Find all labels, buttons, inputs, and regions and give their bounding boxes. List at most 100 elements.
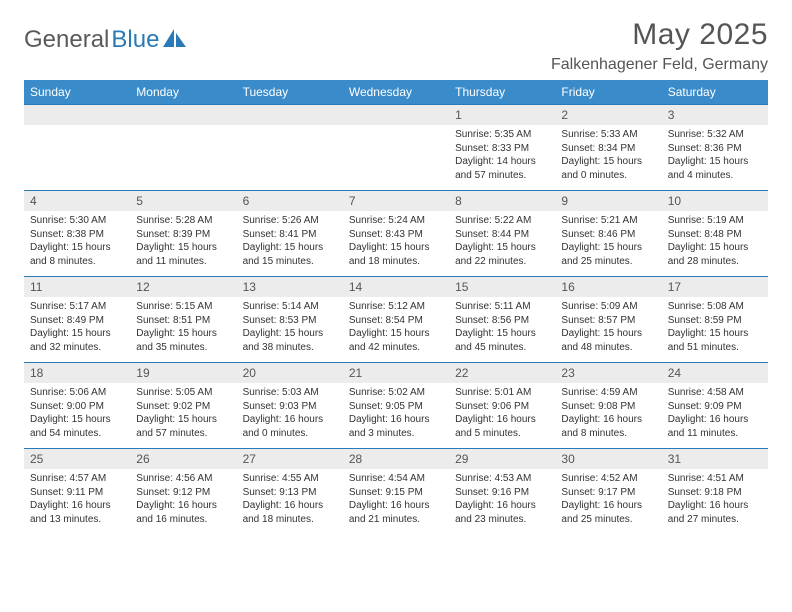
cell-body: Sunrise: 5:01 AMSunset: 9:06 PMDaylight:… (449, 383, 555, 448)
location-label: Falkenhagener Feld, Germany (551, 56, 768, 74)
calendar-cell: 20Sunrise: 5:03 AMSunset: 9:03 PMDayligh… (237, 363, 343, 449)
day-number: 28 (343, 449, 449, 469)
calendar-cell (237, 105, 343, 191)
cell-body (24, 125, 130, 187)
sunset-text: Sunset: 8:43 PM (349, 228, 443, 242)
title-block: May 2025 Falkenhagener Feld, Germany (551, 18, 768, 74)
daylight-text: Daylight: 16 hours and 27 minutes. (668, 499, 762, 526)
day-number: 25 (24, 449, 130, 469)
sunrise-text: Sunrise: 5:01 AM (455, 386, 549, 400)
sunrise-text: Sunrise: 5:35 AM (455, 128, 549, 142)
daylight-text: Daylight: 16 hours and 23 minutes. (455, 499, 549, 526)
month-title: May 2025 (551, 18, 768, 52)
weekday-header: Wednesday (343, 80, 449, 105)
day-number: 20 (237, 363, 343, 383)
calendar-week-row: 11Sunrise: 5:17 AMSunset: 8:49 PMDayligh… (24, 277, 768, 363)
cell-body: Sunrise: 4:51 AMSunset: 9:18 PMDaylight:… (662, 469, 768, 534)
sunrise-text: Sunrise: 5:05 AM (136, 386, 230, 400)
calendar-cell (343, 105, 449, 191)
daylight-text: Daylight: 15 hours and 57 minutes. (136, 413, 230, 440)
daylight-text: Daylight: 15 hours and 11 minutes. (136, 241, 230, 268)
daylight-text: Daylight: 16 hours and 8 minutes. (561, 413, 655, 440)
calendar-cell: 1Sunrise: 5:35 AMSunset: 8:33 PMDaylight… (449, 105, 555, 191)
sunset-text: Sunset: 9:16 PM (455, 486, 549, 500)
cell-body: Sunrise: 4:57 AMSunset: 9:11 PMDaylight:… (24, 469, 130, 534)
sunset-text: Sunset: 9:13 PM (243, 486, 337, 500)
sunrise-text: Sunrise: 5:15 AM (136, 300, 230, 314)
sunset-text: Sunset: 8:48 PM (668, 228, 762, 242)
day-number: 9 (555, 191, 661, 211)
daylight-text: Daylight: 16 hours and 25 minutes. (561, 499, 655, 526)
calendar-cell: 28Sunrise: 4:54 AMSunset: 9:15 PMDayligh… (343, 449, 449, 535)
sunset-text: Sunset: 8:54 PM (349, 314, 443, 328)
sunset-text: Sunset: 9:05 PM (349, 400, 443, 414)
logo-sail-icon (163, 29, 187, 54)
day-number (130, 105, 236, 125)
cell-body: Sunrise: 5:30 AMSunset: 8:38 PMDaylight:… (24, 211, 130, 276)
cell-body: Sunrise: 4:52 AMSunset: 9:17 PMDaylight:… (555, 469, 661, 534)
sunset-text: Sunset: 9:17 PM (561, 486, 655, 500)
sunset-text: Sunset: 9:11 PM (30, 486, 124, 500)
logo-text-1: General (24, 26, 109, 54)
day-number: 31 (662, 449, 768, 469)
calendar-cell: 19Sunrise: 5:05 AMSunset: 9:02 PMDayligh… (130, 363, 236, 449)
calendar-cell: 5Sunrise: 5:28 AMSunset: 8:39 PMDaylight… (130, 191, 236, 277)
calendar-cell: 14Sunrise: 5:12 AMSunset: 8:54 PMDayligh… (343, 277, 449, 363)
calendar-cell: 17Sunrise: 5:08 AMSunset: 8:59 PMDayligh… (662, 277, 768, 363)
daylight-text: Daylight: 15 hours and 15 minutes. (243, 241, 337, 268)
sunset-text: Sunset: 8:44 PM (455, 228, 549, 242)
cell-body (237, 125, 343, 187)
daylight-text: Daylight: 16 hours and 13 minutes. (30, 499, 124, 526)
sunset-text: Sunset: 9:06 PM (455, 400, 549, 414)
cell-body: Sunrise: 4:54 AMSunset: 9:15 PMDaylight:… (343, 469, 449, 534)
sunset-text: Sunset: 9:18 PM (668, 486, 762, 500)
sunrise-text: Sunrise: 4:51 AM (668, 472, 762, 486)
sunrise-text: Sunrise: 4:58 AM (668, 386, 762, 400)
cell-body: Sunrise: 5:11 AMSunset: 8:56 PMDaylight:… (449, 297, 555, 362)
sunset-text: Sunset: 8:49 PM (30, 314, 124, 328)
cell-body (130, 125, 236, 187)
daylight-text: Daylight: 15 hours and 45 minutes. (455, 327, 549, 354)
day-number (343, 105, 449, 125)
calendar-cell: 7Sunrise: 5:24 AMSunset: 8:43 PMDaylight… (343, 191, 449, 277)
calendar-cell: 24Sunrise: 4:58 AMSunset: 9:09 PMDayligh… (662, 363, 768, 449)
cell-body: Sunrise: 5:12 AMSunset: 8:54 PMDaylight:… (343, 297, 449, 362)
daylight-text: Daylight: 15 hours and 51 minutes. (668, 327, 762, 354)
calendar-cell: 9Sunrise: 5:21 AMSunset: 8:46 PMDaylight… (555, 191, 661, 277)
sunset-text: Sunset: 8:53 PM (243, 314, 337, 328)
day-number: 7 (343, 191, 449, 211)
sunset-text: Sunset: 9:09 PM (668, 400, 762, 414)
sunrise-text: Sunrise: 4:54 AM (349, 472, 443, 486)
calendar-week-row: 25Sunrise: 4:57 AMSunset: 9:11 PMDayligh… (24, 449, 768, 535)
day-number: 3 (662, 105, 768, 125)
cell-body: Sunrise: 5:06 AMSunset: 9:00 PMDaylight:… (24, 383, 130, 448)
daylight-text: Daylight: 16 hours and 21 minutes. (349, 499, 443, 526)
sunset-text: Sunset: 9:08 PM (561, 400, 655, 414)
sunrise-text: Sunrise: 4:55 AM (243, 472, 337, 486)
daylight-text: Daylight: 15 hours and 8 minutes. (30, 241, 124, 268)
daylight-text: Daylight: 15 hours and 4 minutes. (668, 155, 762, 182)
cell-body: Sunrise: 5:26 AMSunset: 8:41 PMDaylight:… (237, 211, 343, 276)
calendar-header-row: SundayMondayTuesdayWednesdayThursdayFrid… (24, 80, 768, 105)
calendar-cell: 26Sunrise: 4:56 AMSunset: 9:12 PMDayligh… (130, 449, 236, 535)
daylight-text: Daylight: 16 hours and 18 minutes. (243, 499, 337, 526)
daylight-text: Daylight: 15 hours and 18 minutes. (349, 241, 443, 268)
weekday-header: Monday (130, 80, 236, 105)
daylight-text: Daylight: 16 hours and 0 minutes. (243, 413, 337, 440)
sunrise-text: Sunrise: 4:59 AM (561, 386, 655, 400)
sunset-text: Sunset: 9:02 PM (136, 400, 230, 414)
sunrise-text: Sunrise: 5:17 AM (30, 300, 124, 314)
calendar-week-row: 18Sunrise: 5:06 AMSunset: 9:00 PMDayligh… (24, 363, 768, 449)
calendar-cell (130, 105, 236, 191)
cell-body: Sunrise: 5:35 AMSunset: 8:33 PMDaylight:… (449, 125, 555, 190)
cell-body: Sunrise: 4:59 AMSunset: 9:08 PMDaylight:… (555, 383, 661, 448)
cell-body: Sunrise: 4:58 AMSunset: 9:09 PMDaylight:… (662, 383, 768, 448)
daylight-text: Daylight: 15 hours and 35 minutes. (136, 327, 230, 354)
daylight-text: Daylight: 15 hours and 32 minutes. (30, 327, 124, 354)
calendar-cell: 4Sunrise: 5:30 AMSunset: 8:38 PMDaylight… (24, 191, 130, 277)
sunrise-text: Sunrise: 5:32 AM (668, 128, 762, 142)
cell-body: Sunrise: 5:28 AMSunset: 8:39 PMDaylight:… (130, 211, 236, 276)
sunrise-text: Sunrise: 5:09 AM (561, 300, 655, 314)
calendar-cell: 12Sunrise: 5:15 AMSunset: 8:51 PMDayligh… (130, 277, 236, 363)
sunrise-text: Sunrise: 5:26 AM (243, 214, 337, 228)
